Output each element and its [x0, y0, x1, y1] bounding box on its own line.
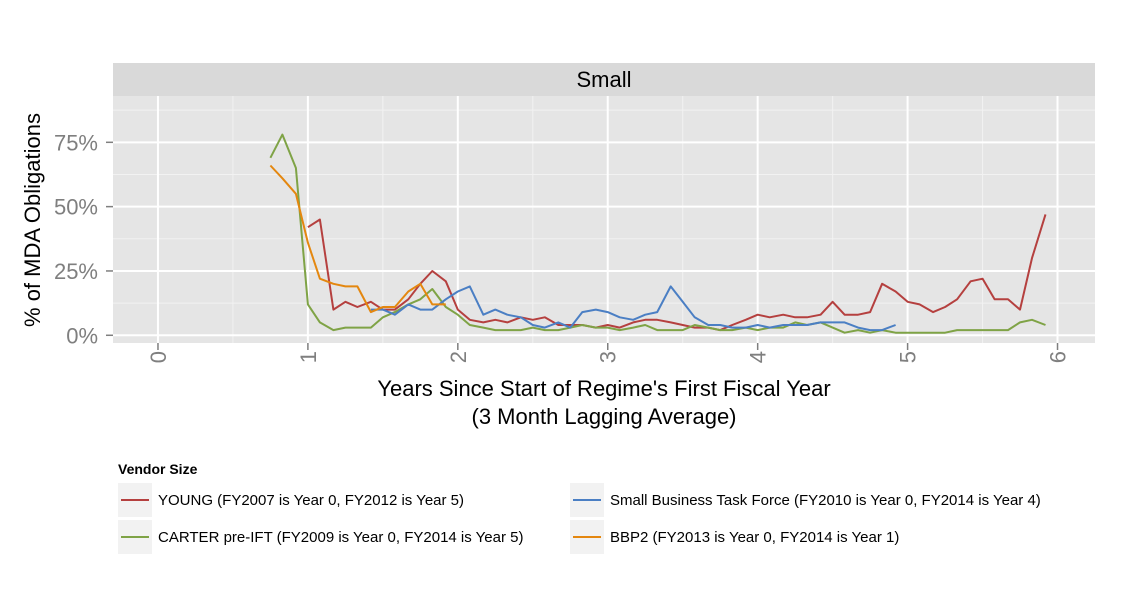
y-tick-label: 50%: [54, 195, 98, 220]
series-line-4: [269, 164, 446, 314]
legend-title: Vendor Size: [118, 461, 198, 477]
x-tick-label: 5: [896, 351, 921, 363]
x-tick-label: 2: [446, 351, 471, 363]
x-tick-label: 0: [146, 351, 171, 363]
legend-label: CARTER pre-IFT (FY2009 is Year 0, FY2014…: [158, 529, 523, 546]
x-tick-label: 3: [596, 351, 621, 363]
y-tick-label: 25%: [54, 259, 98, 284]
y-tick-label: 75%: [54, 130, 98, 155]
facet-strip: [113, 63, 1095, 96]
y-tick-marks: [106, 141, 113, 337]
y-tick-label: 0%: [66, 323, 98, 348]
plot-panel: [113, 96, 1095, 343]
x-tick-label: 6: [1046, 351, 1071, 363]
x-tick-marks: [157, 343, 1059, 350]
series-line-3: [370, 285, 896, 332]
facet-title: Small: [576, 67, 631, 92]
legend-label: Small Business Task Force (FY2010 is Yea…: [610, 492, 1041, 509]
x-tick-label: 1: [296, 351, 321, 363]
x-axis-title-line2: (3 Month Lagging Average): [472, 404, 737, 429]
legend-label: BBP2 (FY2013 is Year 0, FY2014 is Year 1…: [610, 529, 899, 546]
series-line-2: [269, 133, 1046, 334]
x-axis-title-line1: Years Since Start of Regime's First Fisc…: [377, 376, 830, 401]
x-tick-label: 4: [746, 351, 771, 363]
x-tick-labels: 0 1 2 3 4 5 6: [146, 351, 1071, 363]
legend: YOUNG (FY2007 is Year 0, FY2012 is Year …: [118, 483, 1041, 554]
y-axis-title: % of MDA Obligations: [20, 113, 45, 327]
series-line-1: [307, 214, 1047, 332]
legend-label: YOUNG (FY2007 is Year 0, FY2012 is Year …: [158, 492, 464, 509]
series-layer: [269, 133, 1047, 334]
y-tick-labels: 0% 25% 50% 75%: [54, 130, 98, 348]
grid-minor: [113, 96, 1095, 343]
